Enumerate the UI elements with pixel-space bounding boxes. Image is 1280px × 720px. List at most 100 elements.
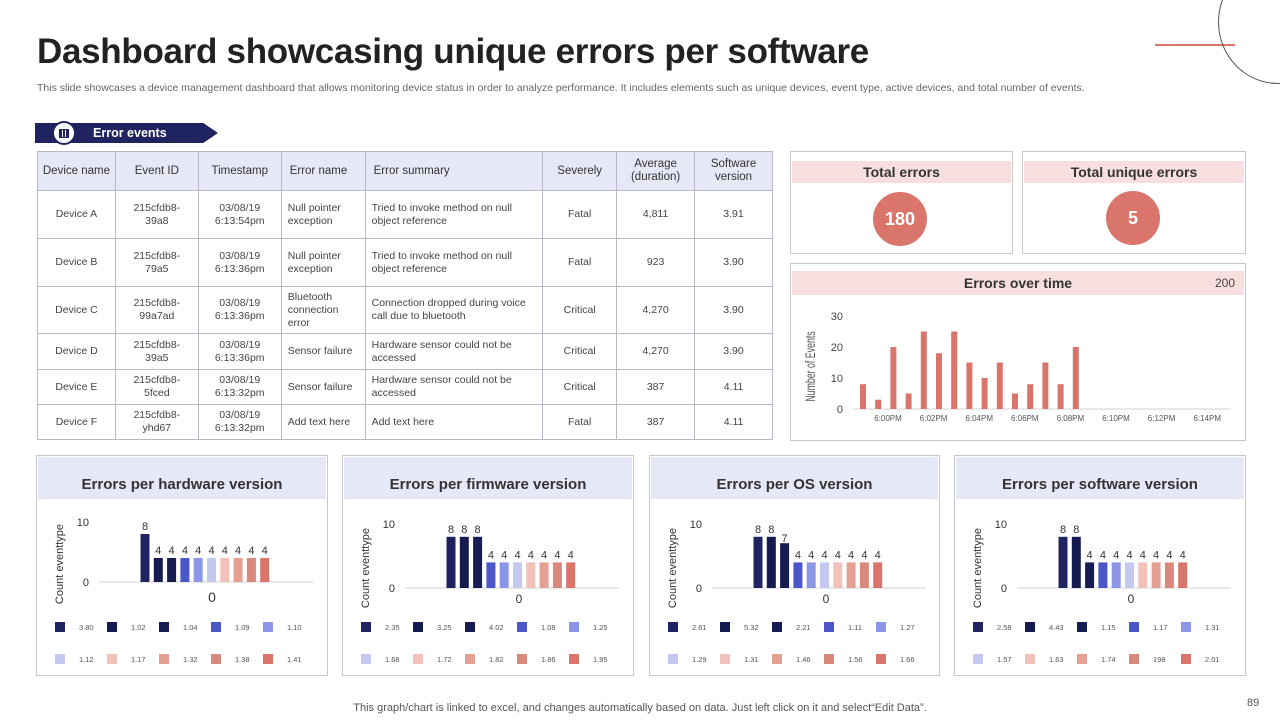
table-cell: Null pointer exception (280, 238, 366, 287)
total-unique-errors-card: Total unique errors 5 (1022, 151, 1246, 254)
version-bar (873, 562, 883, 588)
table-cell: 387 (616, 369, 696, 405)
legend-swatch (517, 654, 527, 664)
y-tick-label: 30 (831, 311, 843, 323)
data-label: 4 (1100, 549, 1106, 561)
version-bar (859, 562, 869, 588)
table-header: Timestamp (197, 151, 282, 191)
version-bar (1071, 536, 1081, 588)
total-errors-card: Total errors 180 (790, 151, 1013, 254)
legend-label: 1.17 (1153, 623, 1168, 632)
legend-swatch (361, 654, 371, 664)
data-label: 8 (755, 524, 761, 536)
y-axis-label: Count eventtype (54, 524, 66, 604)
data-label: 4 (235, 545, 241, 557)
table-cell: 03/08/19 6:13:36pm (197, 286, 282, 334)
legend-swatch (1025, 622, 1035, 632)
table-cell: Tried to invoke method on null object re… (364, 238, 544, 287)
table-cell: Hardware sensor could not be accessed (364, 369, 544, 405)
legend-label: 1.95 (593, 655, 608, 664)
legend-label: 1.27 (900, 623, 915, 632)
time-bar (875, 399, 882, 409)
errors-over-time-title: Errors over time (792, 271, 1244, 295)
version-bar (499, 562, 509, 588)
table-cell: Critical (542, 333, 618, 370)
legend-label: 1.11 (848, 623, 862, 632)
version-bar (1151, 562, 1161, 588)
legend-label: 1.08 (541, 623, 556, 632)
time-bar (996, 362, 1003, 409)
version-bar (513, 562, 522, 588)
legend-label: 3.25 (437, 623, 452, 632)
legend-label: 198 (1153, 655, 1166, 664)
data-label: 8 (475, 524, 481, 536)
legend-label: 1.57 (997, 655, 1012, 664)
y-tick-label: 0 (389, 583, 395, 595)
legend-label: 2.61 (692, 623, 707, 632)
table-cell: 3.90 (694, 286, 773, 334)
version-bar (846, 562, 856, 588)
version-bar (766, 536, 776, 588)
table-cell: 215cfdb8-5fced (114, 369, 199, 405)
table-cell: Sensor failure (280, 333, 366, 370)
legend-swatch (668, 654, 678, 664)
data-label: 4 (554, 549, 560, 561)
data-label: 4 (1113, 549, 1119, 561)
y-tick-label: 10 (77, 517, 89, 529)
data-label: 7 (782, 533, 788, 545)
table-cell: Device D (37, 333, 116, 370)
y-axis-label: Count eventtype (360, 528, 372, 608)
y-tick-label: 10 (690, 519, 702, 531)
data-label: 4 (1166, 549, 1172, 561)
y-axis-label: Count eventtype (972, 528, 984, 608)
version-bar (806, 562, 816, 588)
time-bar (1012, 393, 1018, 409)
time-bar (981, 378, 988, 409)
data-label: 4 (1087, 549, 1093, 561)
total-errors-label: Total errors (792, 161, 1011, 183)
version-bar (180, 558, 190, 582)
y-tick-label: 0 (83, 577, 89, 589)
data-label: 4 (262, 545, 268, 557)
legend-label: 1.25 (593, 623, 608, 632)
y-tick-label: 10 (995, 519, 1007, 531)
table-row: Device D 215cfdb8-39a5 03/08/19 6:13:36pm S… (37, 333, 773, 370)
table-header: Software version (694, 151, 773, 191)
data-label: 4 (875, 549, 881, 561)
table-cell: Bluetooth connection error (280, 286, 366, 334)
y-tick-label: 0 (837, 404, 843, 416)
x-tick-label: 6:02PM (920, 414, 948, 423)
error-events-table: Device name Event ID Timestamp Error nam… (37, 151, 773, 440)
time-bar (1042, 362, 1049, 409)
table-cell: 4,811 (616, 190, 696, 239)
data-label: 4 (835, 549, 841, 561)
time-bar (966, 362, 973, 409)
time-bar (905, 393, 912, 409)
version-bar (1058, 536, 1068, 588)
table-header: Error name (280, 151, 366, 191)
x-tick-label: 6:04PM (965, 414, 993, 423)
table-cell: 215cfdb8-39a8 (114, 190, 199, 239)
version-bar (260, 558, 270, 582)
time-bar (936, 353, 942, 409)
table-cell: 387 (616, 404, 696, 440)
version-bar (780, 543, 790, 588)
legend-label: 1.74 (1101, 655, 1116, 664)
legend-swatch (263, 654, 273, 664)
table-cell: Tried to invoke method on null object re… (364, 190, 544, 239)
legend-swatch (413, 654, 423, 664)
version-bar (1178, 562, 1188, 588)
version-bar (753, 536, 763, 588)
x-axis-label: 0 (1128, 592, 1135, 606)
errors-over-time-card: Errors over time 200 0 10 20 30 Number of Ev… (790, 263, 1246, 441)
table-cell: 4.11 (694, 404, 773, 440)
data-label: 4 (568, 549, 574, 561)
x-tick-label: 6:08PM (1057, 414, 1085, 423)
y-tick-label: 10 (383, 519, 395, 531)
legend-label: 1.29 (692, 655, 707, 664)
legend-label: 1.72 (437, 655, 452, 664)
legend-swatch (824, 622, 834, 632)
table-header: Average (duration) (616, 151, 696, 191)
version-bar (153, 558, 163, 582)
page-subtitle: This slide showcases a device management… (37, 82, 1085, 94)
